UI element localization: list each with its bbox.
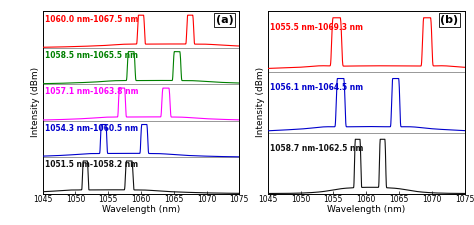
X-axis label: Wavelength (nm): Wavelength (nm) [102,205,180,214]
Text: 1054.3 nm-1060.5 nm: 1054.3 nm-1060.5 nm [45,124,138,133]
Text: 1051.5 nm-1058.2 nm: 1051.5 nm-1058.2 nm [45,160,138,169]
Text: 1056.1 nm-1064.5 nm: 1056.1 nm-1064.5 nm [270,83,363,92]
Y-axis label: Intensity (dBm): Intensity (dBm) [31,67,40,137]
Text: (b): (b) [440,15,459,25]
Text: 1057.1 nm-1063.8 nm: 1057.1 nm-1063.8 nm [45,88,138,97]
Y-axis label: Intensity (dBm): Intensity (dBm) [256,67,265,137]
Text: 1058.7 nm-1062.5 nm: 1058.7 nm-1062.5 nm [270,144,363,153]
Text: 1058.5 nm-1065.5 nm: 1058.5 nm-1065.5 nm [45,51,137,60]
Text: 1055.5 nm-1069.3 nm: 1055.5 nm-1069.3 nm [270,23,363,32]
Text: 1060.0 nm-1067.5 nm: 1060.0 nm-1067.5 nm [45,15,138,24]
X-axis label: Wavelength (nm): Wavelength (nm) [327,205,405,214]
Text: (a): (a) [216,15,234,25]
